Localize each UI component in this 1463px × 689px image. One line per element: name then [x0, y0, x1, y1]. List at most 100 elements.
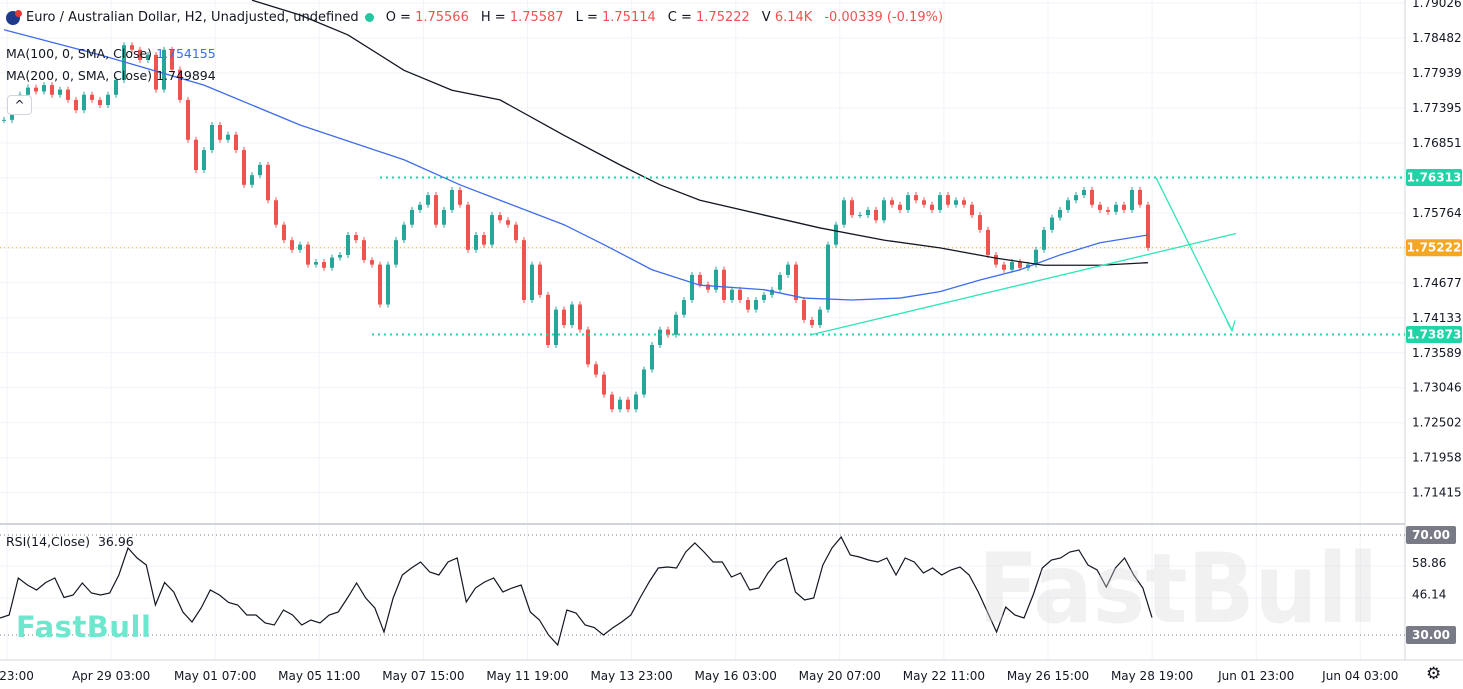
- candle-up: [410, 209, 414, 225]
- last-price-badge: [1406, 239, 1462, 257]
- open-label: O =: [385, 10, 411, 25]
- rsi-line: [0, 535, 1153, 647]
- close-label: C =: [667, 10, 692, 25]
- level-price-badge: [1406, 169, 1462, 187]
- candle-up: [122, 45, 126, 80]
- candle-up: [1034, 249, 1038, 265]
- candle-down: [746, 299, 750, 310]
- ma200-legend[interactable]: MA(200, 0, SMA, Close) 1.749894: [6, 68, 216, 83]
- candle-down: [722, 269, 726, 300]
- candle-up: [298, 244, 302, 250]
- candle-up: [826, 244, 830, 310]
- ma100-legend[interactable]: MA(100, 0, SMA, Close) 1.754155: [6, 46, 216, 61]
- candle-up: [938, 195, 942, 210]
- trendline: [811, 232, 1237, 336]
- x-tick-label: May 05 11:00: [278, 669, 360, 683]
- x-tick-label: 24 23:00: [0, 669, 34, 683]
- y-tick-label: 1.73046: [1412, 381, 1462, 395]
- candle-down: [922, 200, 926, 205]
- candle-down: [898, 204, 902, 210]
- close-value: 1.75222: [696, 10, 750, 25]
- candle-down: [74, 99, 78, 111]
- level-price-label: 1.73873: [1407, 328, 1462, 342]
- candle-down: [890, 200, 894, 205]
- candle-up: [1050, 217, 1054, 230]
- high-value: 1.75587: [509, 10, 564, 25]
- candle-down: [378, 264, 382, 305]
- candle-up: [834, 224, 838, 245]
- candle-down: [170, 49, 174, 70]
- rsi-tick-label: 46.14: [1412, 588, 1446, 602]
- candle-down: [794, 264, 798, 300]
- rsi-band-label: 70.00: [1412, 528, 1450, 542]
- candle-up: [2, 119, 6, 121]
- candle-down: [178, 69, 182, 100]
- x-tick-label: May 26 15:00: [1007, 669, 1089, 683]
- level-price-badge: [1406, 326, 1462, 344]
- arrow-head-icon: [1226, 320, 1236, 333]
- candle-up: [490, 215, 494, 245]
- candle-down: [602, 374, 606, 395]
- x-tick-label: Jun 01 23:00: [1217, 669, 1294, 683]
- market-status-dot-icon: [364, 13, 374, 22]
- candle-down: [274, 200, 278, 225]
- candle-up: [674, 314, 678, 335]
- fastbull-logo: FastBull: [16, 610, 152, 644]
- candle-down: [362, 240, 366, 261]
- rsi-legend[interactable]: RSI(14,Close) 36.96: [6, 534, 134, 549]
- candle-up: [314, 262, 318, 265]
- candle-up: [442, 209, 446, 225]
- candle-up: [1066, 200, 1070, 210]
- collapse-legend-button[interactable]: ^: [7, 95, 32, 115]
- candle-down: [482, 235, 486, 245]
- level-price-label: 1.76313: [1407, 171, 1462, 185]
- rsi-value: 36.96: [97, 534, 134, 549]
- candle-up: [906, 195, 910, 210]
- candle-down: [1138, 189, 1142, 205]
- candle-up: [258, 164, 262, 176]
- candle-down: [290, 240, 294, 250]
- candle-up: [1058, 209, 1062, 218]
- candle-up: [1130, 189, 1134, 210]
- candle-down: [546, 294, 550, 346]
- gear-icon[interactable]: ⚙: [1426, 664, 1442, 684]
- rsi-band-label: 30.00: [1412, 628, 1450, 642]
- candle-down: [514, 224, 518, 241]
- candle-up: [770, 289, 774, 295]
- symbol-title[interactable]: Euro / Australian Dollar, H2, Unadjusted…: [26, 10, 359, 25]
- candle-up: [210, 124, 214, 151]
- candle-down: [266, 164, 270, 201]
- x-tick-label: May 01 07:00: [174, 669, 256, 683]
- low-label: L =: [575, 10, 598, 25]
- candle-down: [34, 87, 38, 92]
- candle-down: [1098, 204, 1102, 210]
- candle-down: [322, 262, 326, 268]
- y-tick-label: 1.79026: [1412, 0, 1462, 10]
- candle-up: [858, 215, 862, 217]
- candle-up: [618, 399, 622, 410]
- candle-up: [778, 274, 782, 290]
- chevron-up-icon: ^: [14, 98, 25, 112]
- candle-down: [50, 85, 54, 95]
- candle-up: [106, 94, 110, 106]
- y-tick-label: 1.73589: [1412, 346, 1462, 360]
- ma100-value: 1.754155: [156, 46, 216, 61]
- ma100-label: MA(100, 0, SMA, Close): [6, 46, 153, 61]
- candle-down: [506, 220, 510, 225]
- candle-up: [82, 94, 86, 111]
- candle-down: [578, 304, 582, 330]
- y-tick-label: 1.77939: [1412, 66, 1462, 80]
- x-tick-label: May 28 19:00: [1111, 669, 1193, 683]
- candle-up: [1042, 229, 1046, 250]
- candle-down: [1090, 189, 1094, 205]
- candle-down: [626, 399, 630, 410]
- y-tick-label: 1.72502: [1412, 416, 1462, 430]
- rsi-band-badge: [1406, 626, 1456, 644]
- arrow-line: [1155, 177, 1233, 331]
- candle-up: [954, 200, 958, 205]
- x-tick-label: May 22 11:00: [903, 669, 985, 683]
- candle-down: [738, 289, 742, 300]
- ma100-line: [3, 29, 1149, 301]
- candle-down: [850, 200, 854, 216]
